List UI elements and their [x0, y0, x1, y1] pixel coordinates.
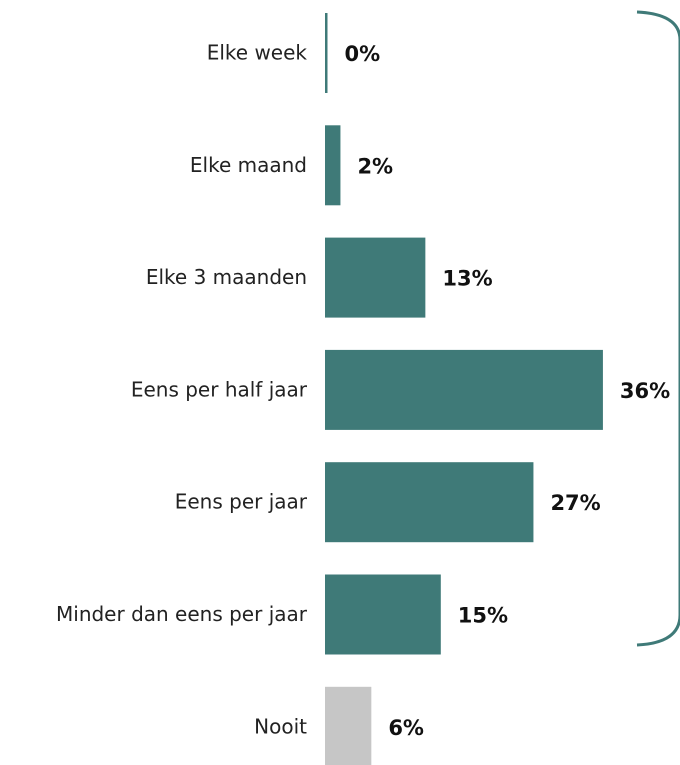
category-label: Elke 3 maanden [146, 265, 307, 289]
bar [325, 349, 603, 430]
value-label: 13% [442, 267, 492, 291]
bar [325, 462, 534, 543]
bar [325, 237, 426, 318]
value-label: 2% [357, 154, 393, 178]
value-label: 15% [458, 604, 508, 628]
bracket [636, 10, 680, 647]
category-label: Minder dan eens per jaar [56, 602, 308, 626]
bar [325, 574, 441, 655]
value-label: 6% [388, 716, 424, 740]
bar [325, 686, 372, 765]
category-label: Elke week [207, 41, 308, 65]
category-label: Eens per jaar [175, 490, 308, 514]
bar [325, 125, 341, 206]
value-label: 36% [620, 379, 670, 403]
value-label: 0% [345, 42, 381, 66]
category-label: Eens per half jaar [131, 377, 308, 401]
value-label: 27% [550, 491, 600, 515]
bar [325, 13, 328, 93]
category-label: Elke maand [190, 153, 307, 177]
category-label: Nooit [254, 714, 307, 738]
